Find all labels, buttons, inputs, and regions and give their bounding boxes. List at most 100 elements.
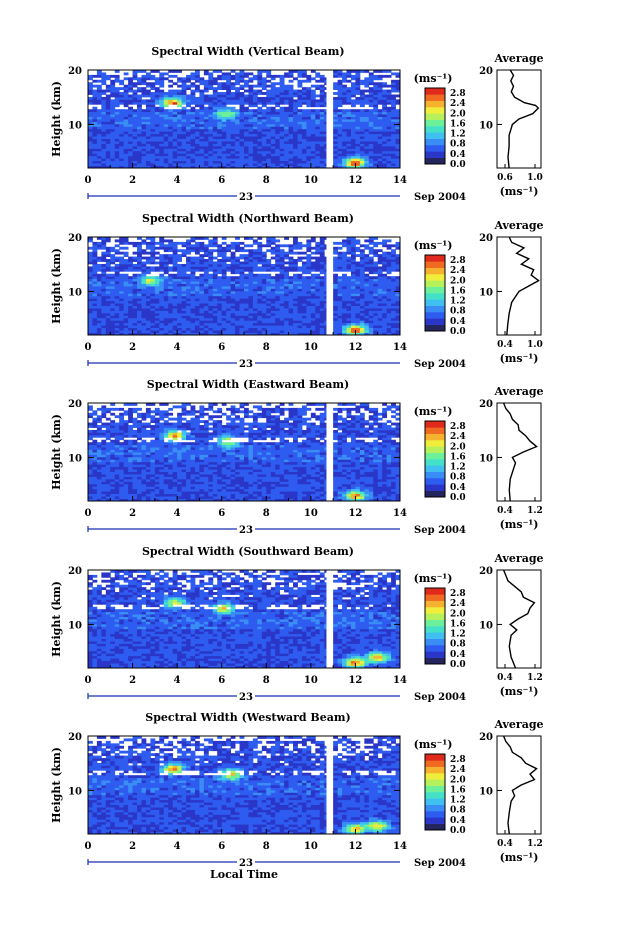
heatmap-cell <box>395 94 401 98</box>
heatmap-cell <box>239 165 245 169</box>
heatmap-cell <box>226 111 232 115</box>
heatmap-cell <box>137 293 142 297</box>
heatmap-cell <box>221 256 227 260</box>
heatmap-cell <box>333 300 338 304</box>
heatmap-cell <box>373 141 379 144</box>
heatmap-cell <box>145 92 151 95</box>
heatmap-cell <box>355 72 361 76</box>
heatmap-cell <box>132 303 138 306</box>
heatmap-cell <box>337 72 343 76</box>
heatmap-cell <box>96 158 102 162</box>
heatmap-cell <box>150 109 156 113</box>
heatmap-cell <box>337 155 343 159</box>
heatmap-cell <box>181 143 187 147</box>
heatmap-cell <box>355 266 361 270</box>
heatmap-cell <box>163 317 169 321</box>
heatmap-cell <box>159 99 165 103</box>
heatmap-cell <box>355 315 361 319</box>
heatmap-cell <box>306 131 312 135</box>
heatmap-cell <box>364 114 370 117</box>
heatmap-cell <box>154 111 160 115</box>
heatmap-cell <box>208 136 214 139</box>
heatmap-cell <box>364 300 370 304</box>
heatmap-cell <box>364 315 370 319</box>
heatmap-cell <box>194 143 200 147</box>
x-tick-label: 2 <box>129 342 136 353</box>
heatmap-cell <box>168 332 174 336</box>
heatmap-cell <box>159 79 165 83</box>
heatmap-cell <box>105 158 111 162</box>
heatmap-cell <box>288 72 294 76</box>
heatmap-cell <box>386 141 392 144</box>
heatmap-cell <box>301 128 307 132</box>
heatmap-cell <box>244 158 249 162</box>
heatmap-cell <box>270 158 276 162</box>
heatmap-cell <box>141 305 147 309</box>
heatmap-cell <box>105 286 111 289</box>
heatmap-cell <box>96 131 102 135</box>
heatmap-cell <box>172 131 178 135</box>
heatmap-cell <box>190 89 196 93</box>
heatmap-cell <box>128 259 133 262</box>
heatmap-cell <box>172 89 178 93</box>
heatmap-cell <box>355 308 361 311</box>
heatmap-cell <box>270 92 276 95</box>
heatmap-cell <box>359 312 365 316</box>
heatmap-cell <box>346 96 352 100</box>
heatmap-cell <box>208 293 214 297</box>
heatmap-cell <box>221 114 227 117</box>
heatmap-cell <box>128 261 133 265</box>
heatmap-cell <box>199 241 205 245</box>
heatmap-cell <box>235 317 240 321</box>
heatmap-cell <box>252 249 258 253</box>
heatmap-cell <box>359 303 365 306</box>
heatmap-cell <box>350 104 356 108</box>
heatmap-cell <box>248 256 254 260</box>
heatmap-cell <box>382 320 388 324</box>
heatmap-cell <box>315 104 321 108</box>
heatmap-cell <box>181 145 187 149</box>
heatmap-cell <box>145 332 151 336</box>
heatmap-cell <box>221 303 227 306</box>
heatmap-cell <box>252 141 258 144</box>
heatmap-cell <box>114 315 120 319</box>
heatmap-cell <box>177 155 182 159</box>
heatmap-cell <box>159 281 165 284</box>
heatmap-cell <box>221 290 227 294</box>
heatmap-cell <box>88 308 93 311</box>
heatmap-cell <box>199 141 205 144</box>
heatmap-cell <box>88 101 93 105</box>
heatmap-cell <box>141 300 147 304</box>
heatmap-cell <box>386 295 392 299</box>
heatmap-cell <box>119 332 125 336</box>
heatmap-cell <box>177 308 182 311</box>
heatmap-cell <box>386 89 392 93</box>
heatmap-cell <box>221 283 227 287</box>
heatmap-cell <box>105 133 111 137</box>
heatmap-cell <box>252 310 258 314</box>
heatmap-cell <box>96 278 102 282</box>
heatmap-cell <box>88 143 93 147</box>
heatmap-cell <box>346 114 352 117</box>
heatmap-cell <box>333 111 338 115</box>
heatmap-cell <box>186 119 191 122</box>
heatmap-cell <box>141 109 147 113</box>
heatmap-cell <box>391 315 396 319</box>
heatmap-cell <box>266 278 272 282</box>
heatmap-cell <box>163 104 169 108</box>
heatmap-cell <box>310 145 316 149</box>
heatmap-cell <box>275 165 281 169</box>
heatmap-cell <box>315 101 321 105</box>
heatmap-cell <box>368 72 374 76</box>
heatmap-cell <box>261 109 267 113</box>
heatmap-cell <box>368 163 374 166</box>
heatmap-cell <box>346 99 352 103</box>
heatmap-cell <box>355 155 361 159</box>
heatmap-cell <box>284 101 289 105</box>
heatmap-cell <box>101 138 107 142</box>
heatmap-cell <box>284 89 289 93</box>
heatmap-cell <box>288 153 294 157</box>
heatmap-cell <box>270 237 276 240</box>
heatmap-cell <box>105 303 111 306</box>
heatmap-cell <box>137 150 142 154</box>
